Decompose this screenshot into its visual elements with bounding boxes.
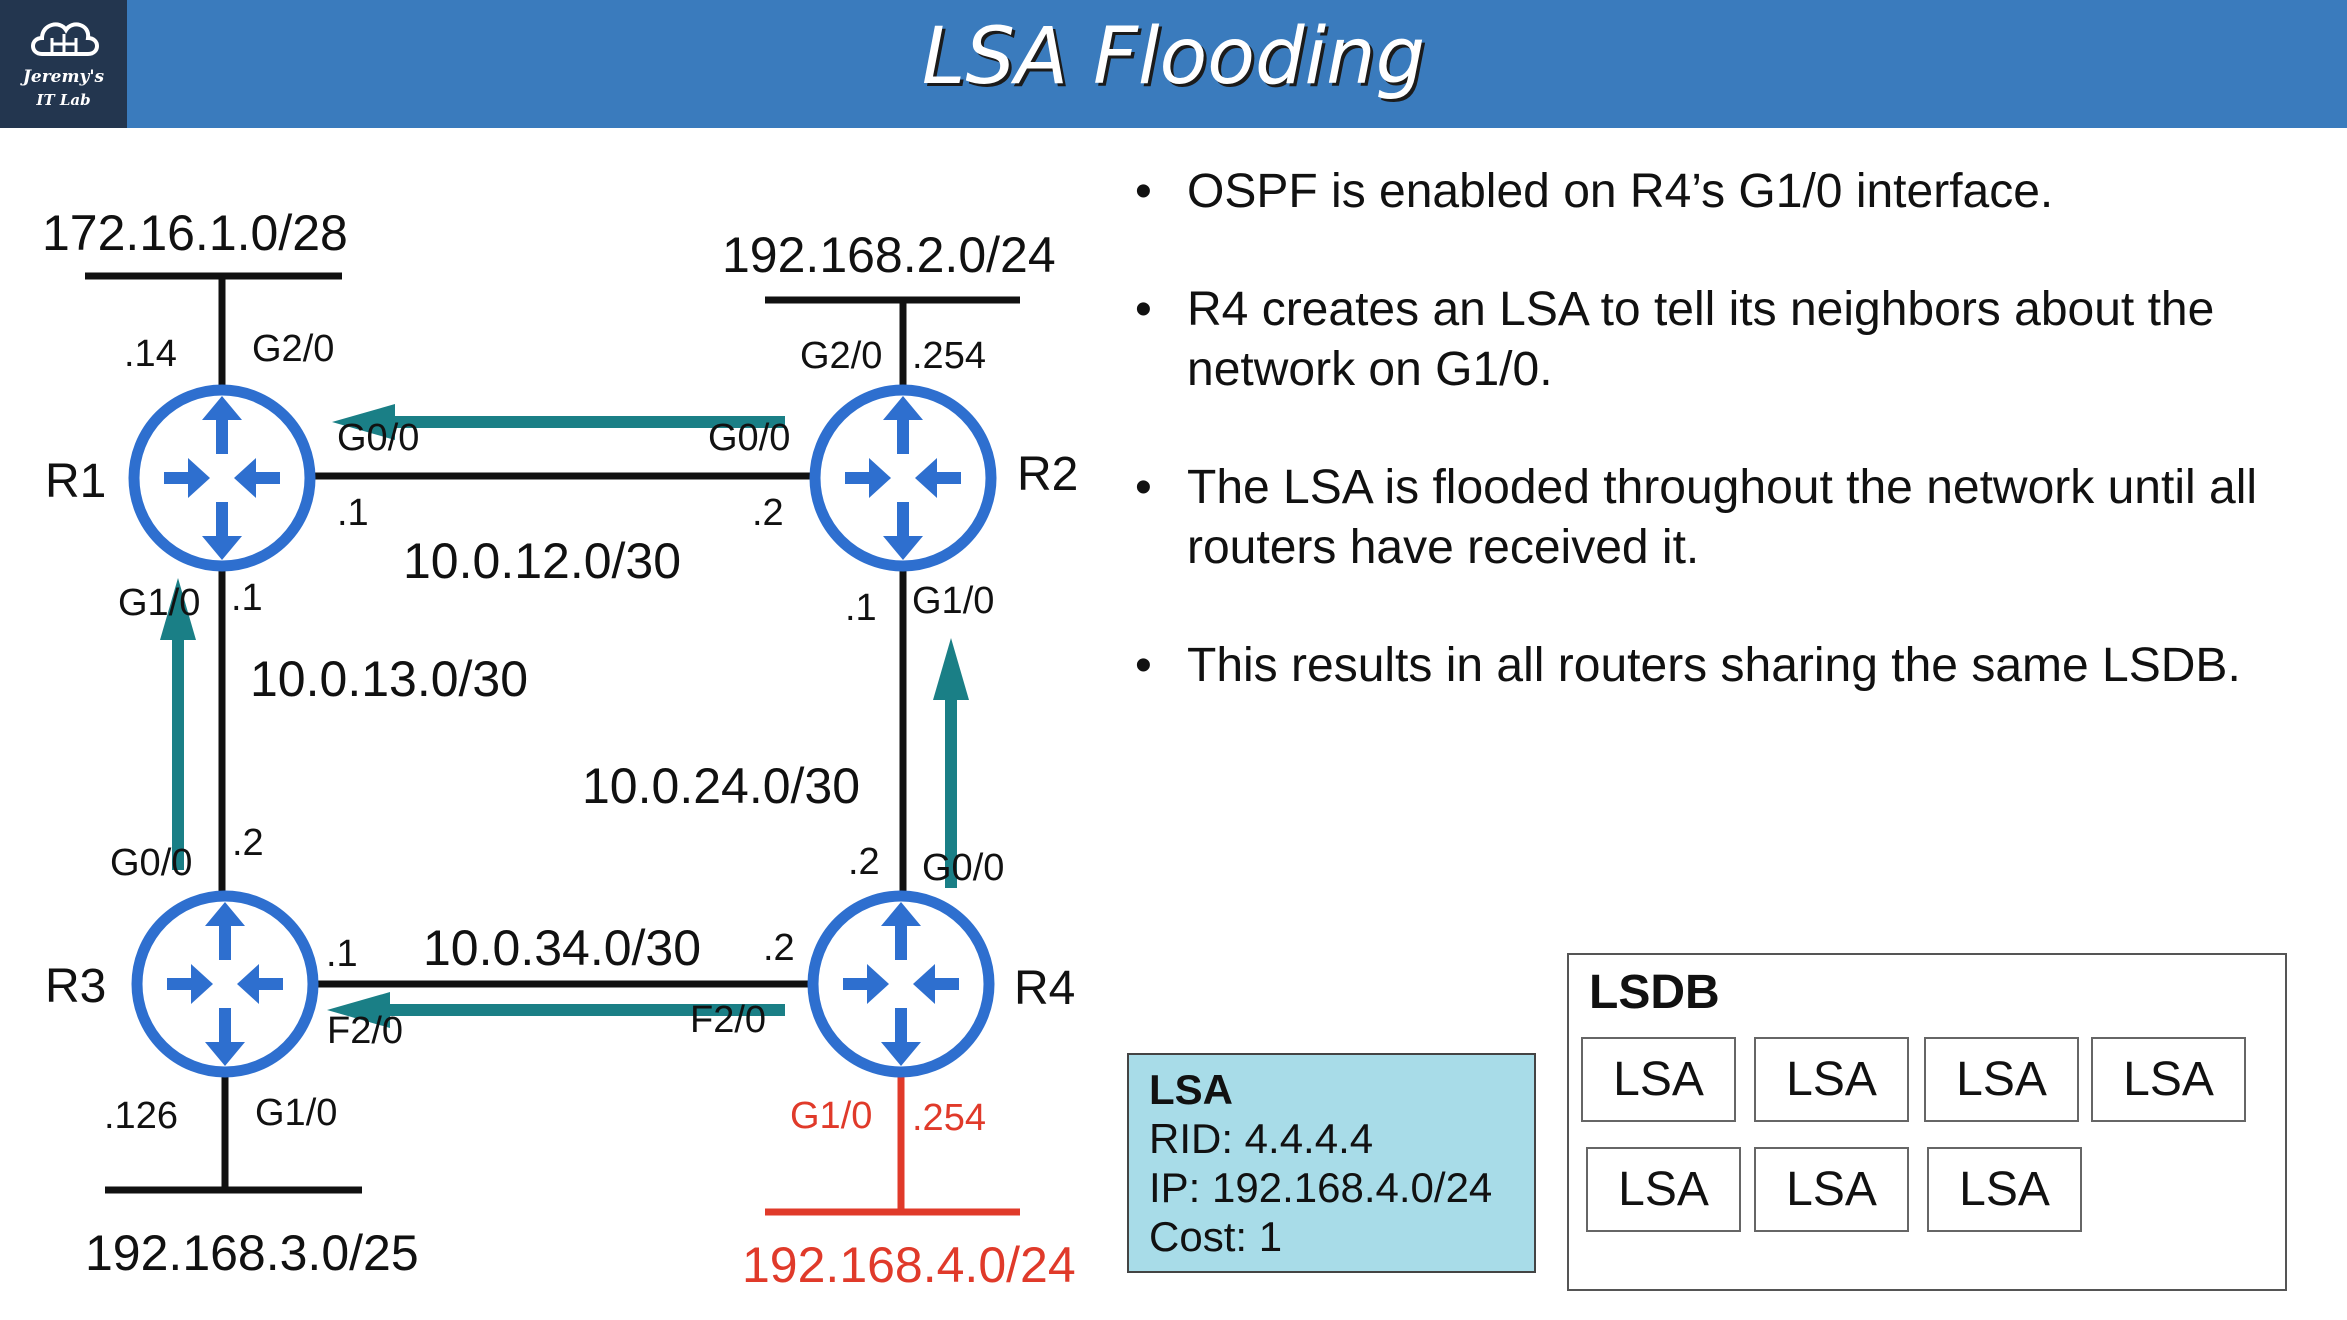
lsdb-entry: LSA [1586, 1147, 1741, 1232]
network-label: 172.16.1.0/28 [42, 205, 348, 261]
bullet-text: R4 creates an LSA to tell its neighbors … [1187, 283, 2215, 396]
bullet-item: • This results in all routers sharing the… [1135, 636, 2305, 696]
interface-label: G0/0 [337, 417, 419, 459]
logo-text-line2: IT Lab [36, 91, 91, 109]
lsa-details-box: LSA RID: 4.4.4.4 IP: 192.168.4.0/24 Cost… [1127, 1053, 1536, 1273]
router-name-r2: R2 [1017, 448, 1078, 501]
lsdb-entry: LSA [1924, 1037, 2079, 1122]
lsa-ip: IP: 192.168.4.0/24 [1149, 1164, 1493, 1211]
bullet-text: OSPF is enabled on R4’s G1/0 interface. [1187, 165, 2054, 218]
interface-label: G1/0 [912, 580, 994, 622]
bullet-list: • OSPF is enabled on R4’s G1/0 interface.… [1135, 162, 2305, 754]
router-name-r3: R3 [45, 960, 106, 1013]
interface-ip: .1 [326, 933, 358, 975]
lsa-cost: Cost: 1 [1149, 1213, 1283, 1260]
interface-ip: .2 [763, 927, 795, 969]
arrow-icon [327, 992, 785, 1028]
lsdb-entry: LSA [1754, 1037, 1909, 1122]
interface-label: G0/0 [708, 417, 790, 459]
network-label: 10.0.24.0/30 [582, 758, 860, 814]
network-label: 192.168.3.0/25 [85, 1225, 419, 1281]
lsdb-title: LSDB [1589, 966, 1720, 1019]
arrow-icon [160, 578, 196, 870]
bullet-item: • R4 creates an LSA to tell its neighbors… [1135, 280, 2305, 400]
router-icon [137, 896, 313, 1072]
lsdb-entry: LSA [2091, 1037, 2246, 1122]
router-icon [134, 390, 310, 566]
bullet-marker: • [1135, 165, 1152, 218]
interface-label: G1/0 [790, 1095, 872, 1137]
interface-ip: .126 [104, 1095, 178, 1137]
router-name-r4: R4 [1014, 962, 1075, 1015]
router-name-r1: R1 [45, 455, 106, 508]
interface-label: G1/0 [118, 582, 200, 624]
interface-ip: .1 [845, 587, 877, 629]
bullet-item: • OSPF is enabled on R4’s G1/0 interface. [1135, 162, 2305, 222]
lsdb-entry: LSA [1754, 1147, 1909, 1232]
bullet-marker: • [1135, 639, 1152, 692]
arrow-icon [933, 638, 969, 888]
arrow-icon [332, 404, 785, 440]
logo: Jeremy's IT Lab [0, 0, 127, 128]
interface-label: G2/0 [800, 335, 882, 377]
network-diagram: R1 R2 R3 R4 172.16.1.0/28 192.168.2.0/24… [42, 205, 1078, 1293]
interface-ip: .254 [912, 335, 986, 377]
cloud-circuit-icon [31, 22, 99, 56]
router-icon [815, 390, 991, 566]
lsa-title: LSA [1149, 1066, 1233, 1113]
flood-arrows [160, 404, 969, 1028]
interface-label: F2/0 [327, 1010, 403, 1052]
interface-label: G2/0 [252, 328, 334, 370]
bullet-text: This results in all routers sharing the … [1187, 639, 2241, 692]
lsdb-entry: LSA [1927, 1147, 2082, 1232]
lsdb-box: LSDB LSA LSA LSA LSA LSA LSA LSA [1567, 953, 2287, 1291]
bullet-marker: • [1135, 283, 1152, 336]
slide-title: LSA Flooding [921, 12, 1426, 102]
network-label: 10.0.12.0/30 [403, 533, 681, 589]
bullet-text: The LSA is flooded throughout the networ… [1187, 461, 2258, 574]
logo-text-line1: Jeremy's [22, 67, 105, 87]
interface-label: F2/0 [690, 999, 766, 1041]
bullet-marker: • [1135, 461, 1152, 514]
interface-ip: .254 [912, 1097, 986, 1139]
interface-ip: .1 [231, 577, 263, 619]
network-label: 10.0.34.0/30 [423, 920, 701, 976]
bullet-item: • The LSA is flooded throughout the netwo… [1135, 458, 2305, 578]
interface-label: G1/0 [255, 1092, 337, 1134]
interface-ip: .14 [124, 333, 177, 375]
interface-label: G0/0 [110, 842, 192, 884]
header-bar: Jeremy's IT Lab LSA Flooding [0, 0, 2347, 128]
network-label: 192.168.2.0/24 [722, 227, 1056, 283]
network-label: 192.168.4.0/24 [742, 1237, 1076, 1293]
interface-label: G0/0 [922, 847, 1004, 889]
network-label: 10.0.13.0/30 [250, 651, 528, 707]
router-icon [813, 896, 989, 1072]
lsdb-entry: LSA [1581, 1037, 1736, 1122]
interface-ip: .2 [752, 492, 784, 534]
lsa-rid: RID: 4.4.4.4 [1149, 1115, 1374, 1162]
interface-ip: .1 [337, 492, 369, 534]
interface-ip: .2 [848, 841, 880, 883]
interface-ip: .2 [232, 822, 264, 864]
